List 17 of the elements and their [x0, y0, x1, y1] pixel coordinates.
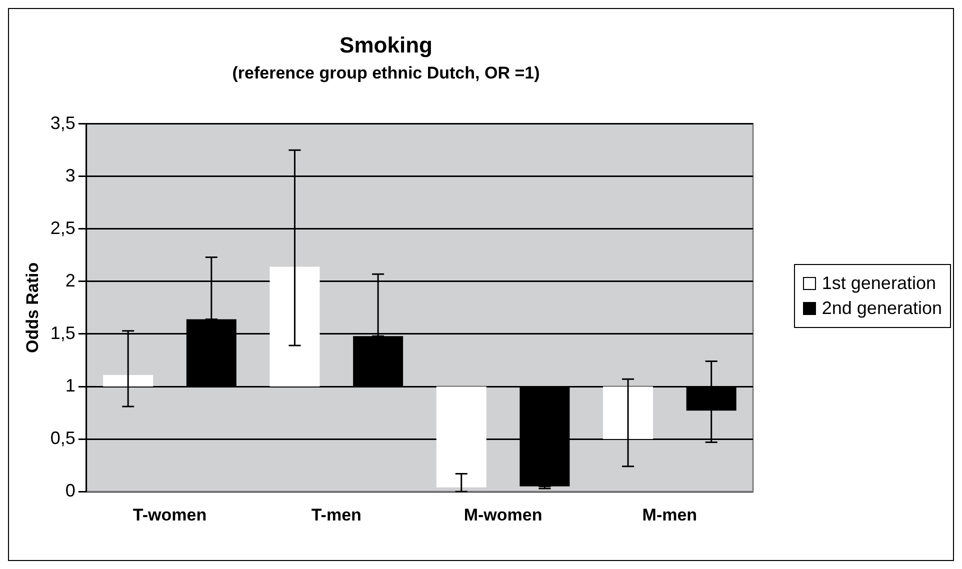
y-tick-label: 3,5 [50, 112, 76, 133]
legend-label: 2nd generation [822, 298, 942, 319]
legend-label: 1st generation [822, 273, 936, 294]
y-tick-label: 2 [65, 270, 76, 290]
y-tick-label: 0 [65, 480, 76, 501]
x-tick-label: M-women [464, 505, 542, 524]
y-tick-label: 1 [65, 375, 76, 396]
x-tick-label: T-men [311, 505, 362, 524]
y-tick-label: 1,5 [50, 322, 76, 343]
y-tick-label: 2,5 [50, 218, 76, 238]
y-tick-label: 3 [65, 165, 76, 186]
x-tick-label: T-women [132, 505, 207, 524]
y-axis-title: Odds Ratio [22, 262, 42, 354]
chart-title: Smoking [340, 32, 432, 58]
y-tick-label: 0,5 [50, 428, 76, 448]
x-tick-label: M-men [642, 505, 698, 524]
chart-subtitle: (reference group ethnic Dutch, OR =1) [232, 63, 540, 82]
